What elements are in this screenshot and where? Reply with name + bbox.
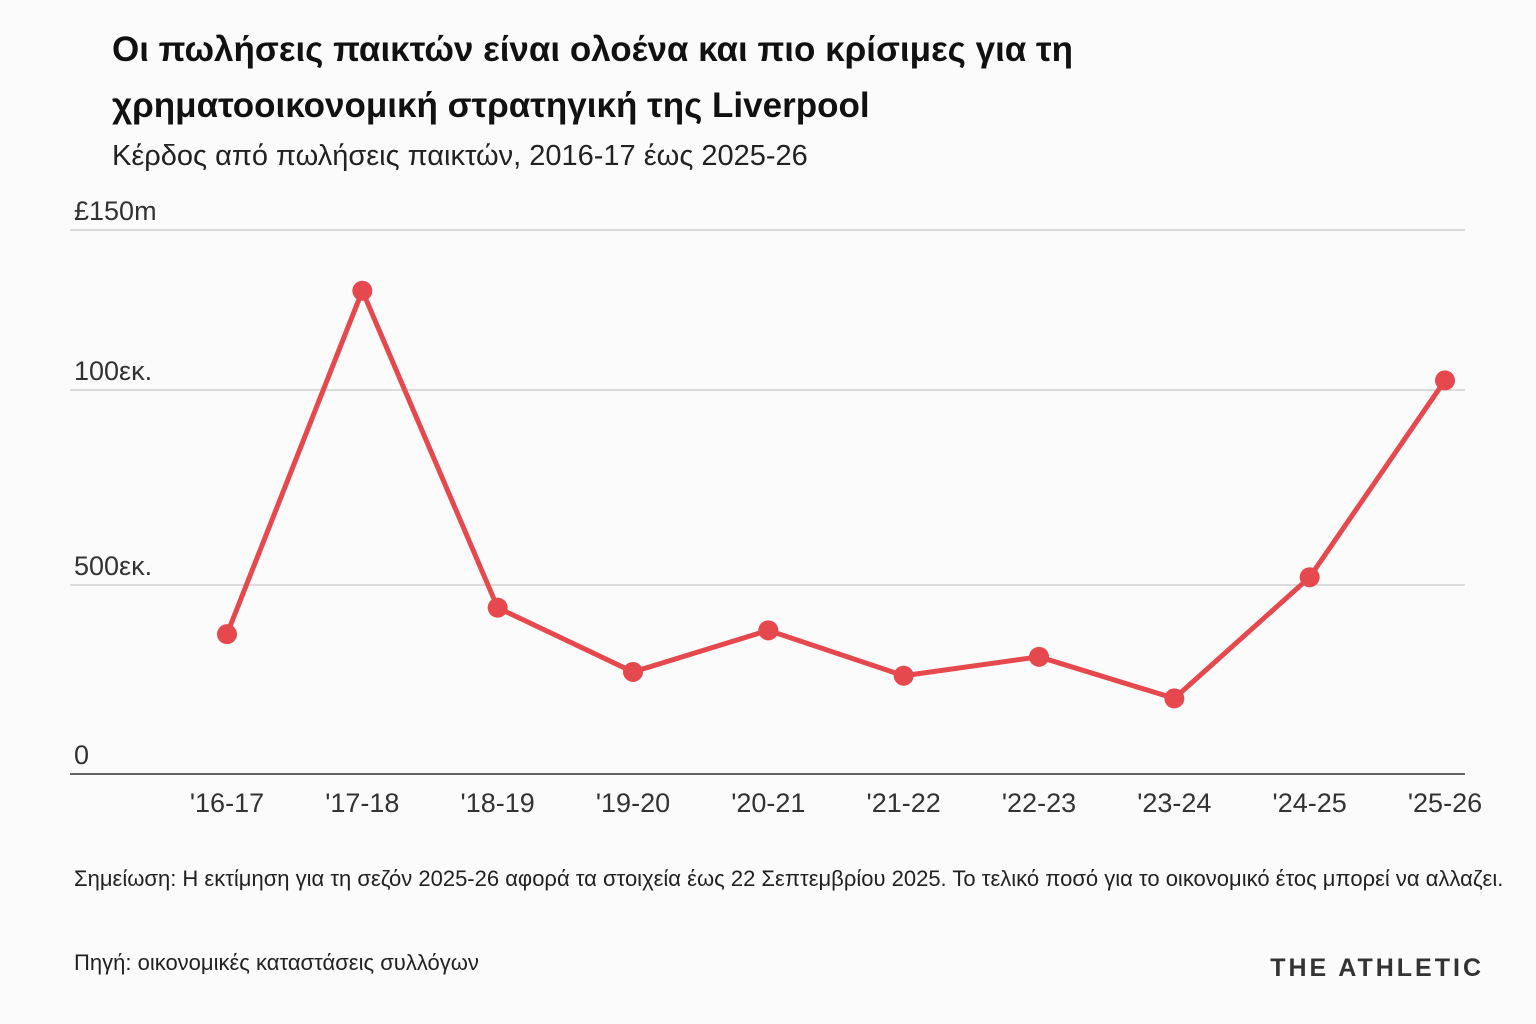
x-tick-label: '17-18 xyxy=(325,788,399,818)
data-point xyxy=(1299,567,1320,588)
brand-logo: THE ATHLETIC xyxy=(1270,954,1484,982)
data-point xyxy=(893,665,914,686)
y-tick-label: 0 xyxy=(74,740,89,770)
y-tick-label: 100εκ. xyxy=(74,356,152,386)
data-point xyxy=(1164,688,1185,709)
chart-subtitle: Κέρδος από πωλήσεις παικτών, 2016-17 έως… xyxy=(112,140,808,172)
series-line xyxy=(224,288,1448,701)
x-tick-label: '20-21 xyxy=(731,788,805,818)
x-tick-label: '25-26 xyxy=(1408,788,1482,818)
x-tick-label: '19-20 xyxy=(596,788,670,818)
x-tick-label: '18-19 xyxy=(461,788,535,818)
chart-title: Οι πωλήσεις παικτών είναι ολοένα και πιο… xyxy=(112,30,1074,125)
data-point xyxy=(1435,370,1455,391)
x-tick-label: '24-25 xyxy=(1273,788,1347,818)
chart-source: Πηγή: οικονομικές καταστάσεις συλλόγων xyxy=(74,950,479,975)
data-point xyxy=(352,280,373,301)
x-tick-label: '16-17 xyxy=(190,788,264,818)
chart-note: Σημείωση: Η εκτίμηση για τη σεζόν 2025-2… xyxy=(74,866,1504,891)
data-point xyxy=(217,624,237,645)
x-tick-label: '22-23 xyxy=(1002,788,1076,818)
data-point xyxy=(1029,646,1049,667)
x-tick-label: '23-24 xyxy=(1137,788,1211,818)
x-tick-label: '21-22 xyxy=(867,788,941,818)
data-point xyxy=(758,620,779,641)
y-tick-label: 500εκ. xyxy=(74,551,152,581)
y-tick-label: £150m xyxy=(74,196,157,226)
data-point xyxy=(623,661,643,682)
data-point xyxy=(487,597,508,618)
